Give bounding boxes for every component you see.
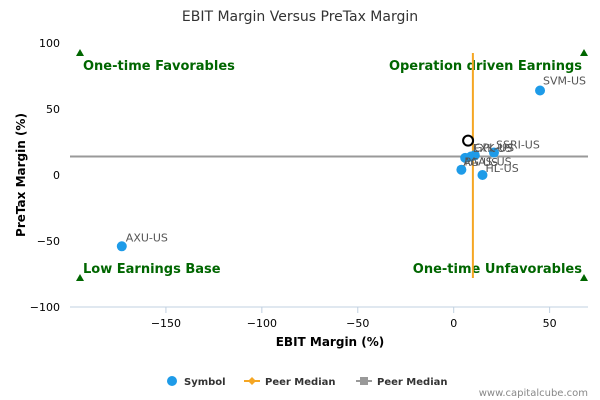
quadrant-label-bottom-left: Low Earnings Base	[83, 262, 221, 277]
quadrant-labels: One-time Favorables Operation driven Ear…	[76, 49, 588, 281]
data-point-label: HL-US	[485, 162, 518, 175]
data-point[interactable]	[456, 164, 467, 175]
x-tick-label: −150	[151, 317, 181, 330]
triangle-marker-top-left	[76, 49, 84, 56]
y-tick-label: 50	[46, 103, 60, 116]
data-point-label: SVM-US	[543, 75, 586, 88]
y-axis-ticks: 100 50 0 −50 −100	[30, 37, 60, 314]
x-axis-ticks: −150 −100 −50 0 50	[151, 307, 557, 330]
quadrant-label-bottom-right: One-time Unfavorables	[413, 262, 582, 277]
x-axis-title: EBIT Margin (%)	[276, 335, 385, 349]
y-tick-label: 100	[39, 37, 60, 50]
data-point-label: AXU-US	[126, 231, 168, 244]
legend-peer-median-y-label: Peer Median	[377, 377, 448, 388]
legend: Symbol Peer Median Peer Median	[167, 376, 448, 388]
data-point[interactable]	[535, 85, 546, 96]
x-tick-label: −100	[247, 317, 277, 330]
data-point-label: AG-US	[463, 156, 498, 169]
data-point[interactable]	[477, 170, 488, 180]
legend-peer-median-x-label: Peer Median	[265, 377, 336, 388]
x-tick-label: 50	[543, 317, 557, 330]
legend-item-peer-median-x[interactable]: Peer Median	[244, 377, 336, 388]
data-point-label: SSRI-US	[496, 139, 540, 152]
quadrant-label-top-left: One-time Favorables	[83, 59, 235, 74]
data-point[interactable]	[469, 150, 480, 161]
chart-title: EBIT Margin Versus PreTax Margin	[182, 9, 418, 25]
legend-peer-median-y-marker	[360, 377, 368, 385]
legend-item-symbol[interactable]: Symbol	[167, 376, 226, 388]
triangle-marker-top-right	[580, 49, 588, 56]
legend-peer-median-x-marker	[248, 377, 256, 385]
y-axis-title: PreTax Margin (%)	[14, 113, 28, 237]
triangle-marker-bottom-left	[76, 274, 84, 281]
y-tick-label: −50	[37, 235, 60, 248]
data-point[interactable]	[488, 147, 499, 158]
data-point-label: GPL-US	[474, 142, 514, 155]
legend-item-peer-median-y[interactable]: Peer Median	[356, 377, 448, 388]
legend-symbol-marker	[167, 376, 177, 386]
data-point[interactable]	[116, 241, 127, 252]
data-point[interactable]	[460, 152, 471, 163]
data-points	[116, 85, 546, 252]
x-tick-label: 0	[450, 317, 457, 330]
highlight-ring	[462, 134, 475, 147]
quadrant-label-top-right: Operation driven Earnings	[389, 59, 582, 74]
y-tick-label: −100	[30, 301, 60, 314]
data-point-label: PAAS-US	[464, 156, 511, 169]
x-tick-label: −50	[346, 317, 369, 330]
y-tick-label: 0	[53, 169, 60, 182]
peer-median-lines	[70, 53, 588, 278]
credit-text: www.capitalcube.com	[479, 388, 588, 399]
legend-symbol-label: Symbol	[184, 377, 226, 388]
triangle-marker-bottom-right	[580, 274, 588, 281]
data-point-label: EXK-US	[473, 142, 513, 155]
